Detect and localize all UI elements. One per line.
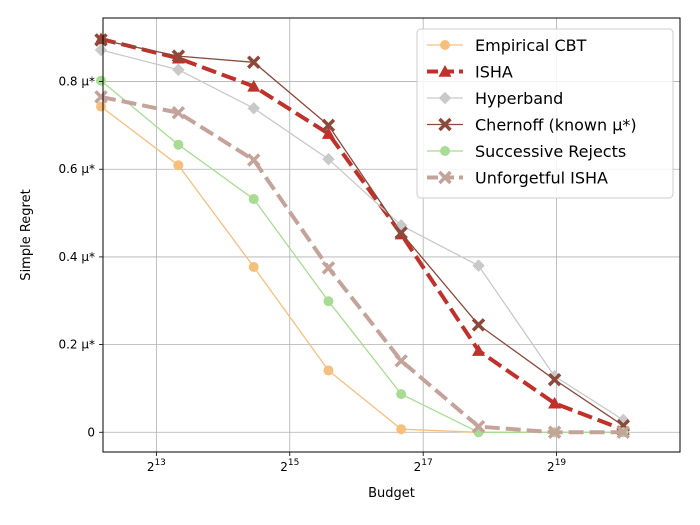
legend: Empirical CBT ISHA Hyperband Chernoff (know…	[416, 28, 674, 199]
data-point	[247, 79, 261, 92]
data-point	[321, 127, 335, 139]
data-point	[173, 139, 184, 150]
legend-marker	[440, 146, 450, 156]
data-point	[323, 296, 334, 307]
data-point	[247, 153, 261, 167]
data-point	[95, 101, 106, 112]
legend-item: Unforgetful ISHA	[427, 169, 608, 188]
data-point	[323, 365, 334, 376]
data-point	[472, 344, 486, 356]
data-point	[471, 318, 486, 332]
data-point	[616, 425, 631, 439]
y-tick-label: 0.6 μ*	[58, 162, 95, 176]
series-2	[94, 43, 630, 427]
data-point	[173, 160, 184, 171]
data-point	[321, 118, 336, 133]
data-point	[247, 102, 261, 115]
data-point	[396, 424, 407, 435]
data-point	[394, 354, 408, 368]
data-point	[322, 152, 335, 166]
data-point	[396, 389, 407, 400]
data-point	[548, 396, 562, 409]
y-tick-label: 0	[87, 425, 95, 439]
y-tick-label: 0.4 μ*	[58, 250, 95, 264]
data-point	[94, 43, 108, 57]
series-3	[94, 33, 631, 433]
data-point	[247, 55, 261, 70]
legend-label: Successive Rejects	[475, 142, 626, 161]
legend-label: Empirical CBT	[475, 36, 587, 55]
legend-item: Empirical CBT	[427, 36, 587, 55]
legend-marker	[438, 65, 452, 77]
series-line	[100, 94, 624, 435]
data-point	[321, 261, 336, 275]
data-point	[172, 63, 185, 76]
x-tick-label: 215	[280, 458, 299, 474]
series-line	[100, 39, 624, 427]
series-5	[94, 90, 631, 439]
data-point	[547, 425, 562, 439]
data-point	[94, 90, 108, 104]
y-tick-label: 0.8 μ*	[58, 75, 95, 89]
series-line	[100, 37, 625, 432]
legend-label: ISHA	[475, 63, 513, 82]
legend-label: Hyperband	[475, 89, 563, 108]
data-point	[94, 33, 108, 47]
data-point	[548, 369, 561, 383]
data-point	[472, 259, 485, 272]
data-point	[171, 105, 186, 120]
series-line	[100, 49, 624, 421]
x-axis-label: Budget	[368, 486, 415, 501]
data-point	[394, 226, 408, 240]
legend-label: Unforgetful ISHA	[475, 169, 608, 188]
x-tick-label: 213	[147, 458, 166, 474]
x-tick-label: 217	[414, 458, 433, 474]
legend-marker	[438, 91, 452, 105]
series-layer	[94, 32, 631, 439]
data-point	[95, 75, 106, 86]
legend-marker	[438, 170, 452, 185]
data-point	[547, 372, 562, 387]
legend-box	[416, 28, 674, 199]
legend-marker	[438, 117, 452, 132]
legend-item: ISHA	[427, 63, 513, 82]
data-point	[248, 194, 259, 205]
legend-item: Successive Rejects	[427, 142, 626, 161]
y-axis-label: Simple Regret	[19, 189, 34, 280]
ticks: 213 215 217 219 0 0.2 μ* 0.4 μ* 0.6 μ* 0.8 μ*	[58, 75, 566, 474]
legend-label: Chernoff (known μ*)	[475, 116, 637, 135]
plot-frame	[102, 17, 681, 453]
series-line	[100, 80, 624, 433]
data-point	[171, 49, 186, 63]
legend-item: Hyperband	[427, 89, 563, 108]
legend-item: Chernoff (known μ*)	[427, 116, 637, 135]
legend-marker	[440, 40, 450, 50]
y-tick-label: 0.2 μ*	[58, 338, 95, 352]
data-point	[471, 419, 486, 434]
x-tick-label: 219	[547, 458, 566, 474]
data-point	[248, 262, 259, 273]
